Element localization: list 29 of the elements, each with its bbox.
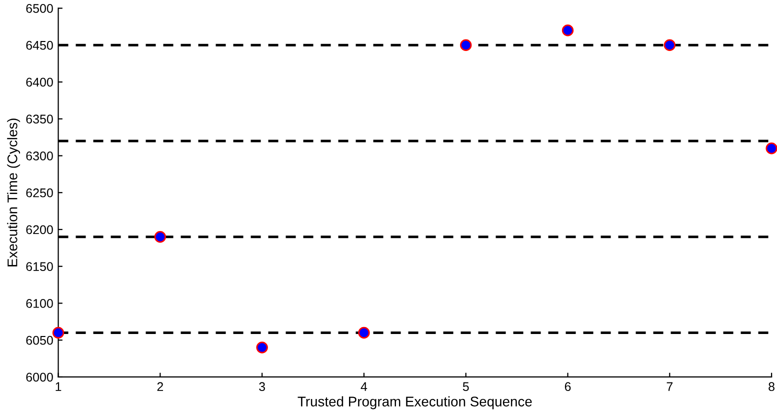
point xyxy=(562,24,574,36)
x-tick-label: 1 xyxy=(56,382,62,391)
x-axis-title: Trusted Program Execution Sequence xyxy=(298,396,532,410)
x-tick-label: 6 xyxy=(564,382,571,392)
x-tick-label: 3 xyxy=(259,382,265,392)
y-axis-title: Execution Time (Cycles) xyxy=(7,118,20,266)
x-tick-label: 8 xyxy=(768,382,774,392)
x-tick-label: 7 xyxy=(666,382,673,391)
point xyxy=(766,142,777,154)
x-tick-label: 5 xyxy=(462,382,469,392)
point xyxy=(664,39,676,51)
y-tick-label: 6250 xyxy=(26,188,53,198)
point xyxy=(154,231,166,243)
x-tick-label: 2 xyxy=(157,382,164,391)
x-tick-label: 4 xyxy=(360,382,368,391)
y-tick-label: 6000 xyxy=(26,372,53,382)
y-tick-label: 6400 xyxy=(26,78,53,87)
y-tick-label: 6350 xyxy=(26,114,53,124)
point xyxy=(256,342,268,354)
y-tick-label: 6500 xyxy=(26,4,53,13)
y-tick-label: 6050 xyxy=(26,336,53,345)
point xyxy=(460,39,472,51)
y-tick-label: 6450 xyxy=(26,40,53,50)
point xyxy=(358,326,370,339)
y-tick-label: 6200 xyxy=(26,225,53,234)
point xyxy=(52,326,64,339)
y-tick-label: 6300 xyxy=(26,152,53,160)
y-tick-label: 6100 xyxy=(26,299,53,308)
y-tick-label: 6150 xyxy=(26,262,53,272)
